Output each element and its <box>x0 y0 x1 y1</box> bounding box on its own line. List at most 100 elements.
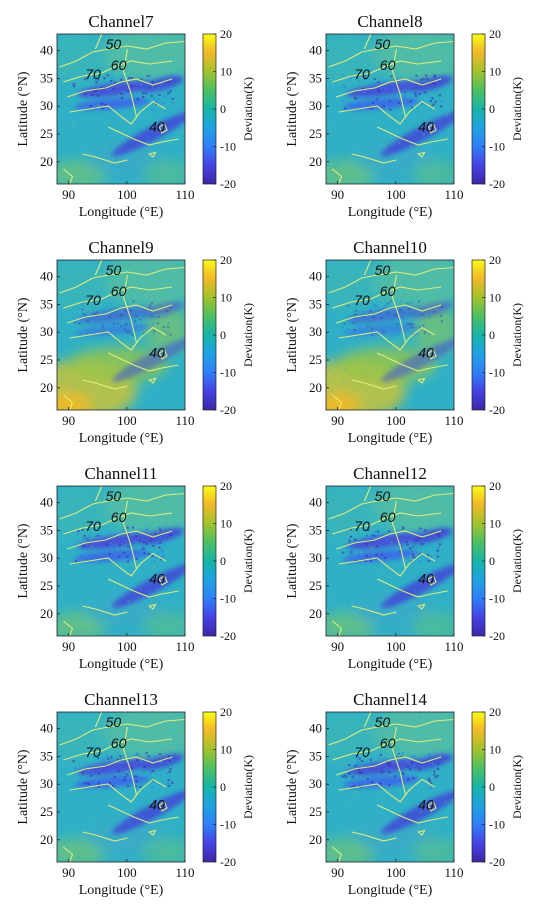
contour-label: 60 <box>111 57 127 73</box>
plot-frame <box>56 485 186 637</box>
x-axis-label: Longitude (°E) <box>79 883 164 898</box>
x-tick-label: 100 <box>117 865 137 880</box>
x-tick-label: 110 <box>175 639 194 654</box>
contour-label: 60 <box>111 283 127 299</box>
contour-lines <box>328 712 454 862</box>
colorbar-label: Deviation(K) <box>241 303 255 367</box>
y-tick-label: 20 <box>309 380 322 395</box>
colorbar-label: Deviation(K) <box>241 755 255 819</box>
contour-lines <box>59 486 185 636</box>
x-tick-label: 100 <box>386 865 406 880</box>
colorbar-label: Deviation(K) <box>510 529 524 593</box>
contour-label: 70 <box>354 66 370 82</box>
colorbar-tick-label: 20 <box>489 479 501 493</box>
colorbar-tick-label: 10 <box>220 291 232 305</box>
contour-label: 50 <box>375 714 391 730</box>
y-tick-label: 30 <box>40 98 53 113</box>
x-axis-label: Longitude (°E) <box>79 431 164 446</box>
contour-label: 70 <box>85 292 101 308</box>
colorbar-tick-label: 10 <box>220 517 232 531</box>
colorbar-tick-label: 10 <box>489 65 501 79</box>
contour-label: 40 <box>149 119 165 135</box>
x-tick-label: 90 <box>62 865 75 880</box>
colorbar-tick-label: 0 <box>489 328 495 342</box>
contour-label: 50 <box>375 36 391 52</box>
colorbar-tick-label: -20 <box>220 403 236 417</box>
colorbar-label: Deviation(K) <box>510 755 524 819</box>
y-tick-label: 40 <box>40 43 53 58</box>
plot-frame <box>56 259 186 411</box>
panel-title: Channel9 <box>88 238 153 257</box>
plot-frame <box>325 33 455 185</box>
plot-frame <box>56 711 186 863</box>
colorbar-tick-label: 20 <box>489 253 501 267</box>
colorbar-label: Deviation(K) <box>510 77 524 141</box>
colorbar-tick-label: 20 <box>220 705 232 719</box>
y-tick-label: 30 <box>40 324 53 339</box>
contour-label: 40 <box>418 571 434 587</box>
colorbar-tick-label: -10 <box>220 366 236 380</box>
y-tick-label: 25 <box>40 126 53 141</box>
colorbar-tick-label: -20 <box>489 629 505 643</box>
y-axis-label: Latitude (°N) <box>16 71 31 147</box>
colorbar-tick-label: -20 <box>489 855 505 869</box>
contour-lines <box>59 260 185 410</box>
colorbar-tick-label: -20 <box>489 177 505 191</box>
x-tick-label: 100 <box>117 187 137 202</box>
contour-label: 60 <box>380 57 396 73</box>
x-axis-label: Longitude (°E) <box>79 205 164 220</box>
y-tick-label: 30 <box>40 550 53 565</box>
y-tick-label: 25 <box>40 352 53 367</box>
contour-label: 40 <box>418 797 434 813</box>
contour-label: 70 <box>85 66 101 82</box>
x-tick-label: 110 <box>175 413 194 428</box>
y-axis-label: Latitude (°N) <box>16 297 31 373</box>
contour-lines <box>328 486 454 636</box>
contour-label: 50 <box>106 262 122 278</box>
x-tick-label: 100 <box>386 413 406 428</box>
colorbar-tick-label: 10 <box>489 291 501 305</box>
y-tick-label: 30 <box>40 776 53 791</box>
contour-label: 50 <box>375 262 391 278</box>
colorbar-tick-label: -10 <box>489 592 505 606</box>
contour-label: 50 <box>106 36 122 52</box>
contour-label: 70 <box>85 518 101 534</box>
y-tick-label: 40 <box>309 269 322 284</box>
y-tick-label: 25 <box>309 804 322 819</box>
colorbar-tick-label: 10 <box>489 743 501 757</box>
contour-label: 50 <box>106 714 122 730</box>
x-tick-label: 110 <box>444 865 463 880</box>
colorbar-tick-label: -10 <box>220 140 236 154</box>
y-tick-label: 40 <box>309 43 322 58</box>
y-tick-label: 20 <box>309 154 322 169</box>
y-tick-label: 25 <box>40 804 53 819</box>
heatmap-field <box>326 712 454 862</box>
y-tick-label: 25 <box>40 578 53 593</box>
colorbar-tick-label: 0 <box>220 780 226 794</box>
heatmap-field <box>326 34 454 184</box>
x-tick-label: 110 <box>444 187 463 202</box>
colorbar-tick-label: -10 <box>489 818 505 832</box>
colorbar-tick-label: 20 <box>489 705 501 719</box>
x-tick-label: 100 <box>117 413 137 428</box>
y-axis-label: Latitude (°N) <box>16 749 31 825</box>
colorbar-tick-label: 0 <box>220 102 226 116</box>
contour-label: 40 <box>149 345 165 361</box>
colorbar-tick-label: -10 <box>220 592 236 606</box>
heatmap-field <box>57 260 185 410</box>
y-tick-label: 20 <box>40 154 53 169</box>
colorbar-tick-label: -10 <box>489 366 505 380</box>
y-tick-label: 25 <box>309 352 322 367</box>
y-tick-label: 35 <box>40 70 53 85</box>
x-axis-label: Longitude (°E) <box>348 431 433 446</box>
x-tick-label: 110 <box>175 865 194 880</box>
panel-title: Channel11 <box>84 464 157 483</box>
panel-title: Channel12 <box>353 464 427 483</box>
